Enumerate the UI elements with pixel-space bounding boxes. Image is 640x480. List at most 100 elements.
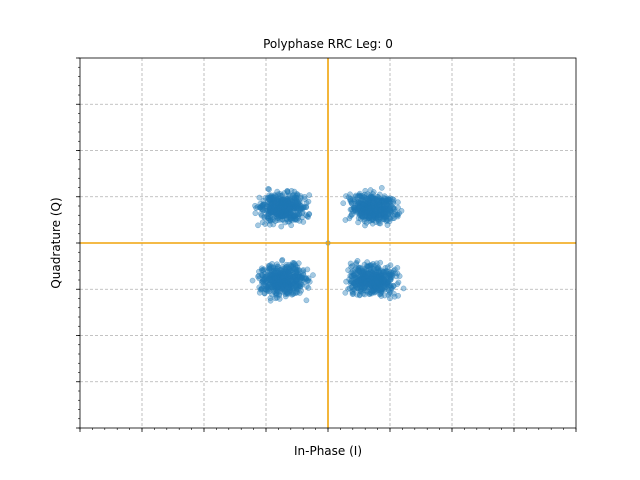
data-point	[387, 286, 394, 293]
data-point	[378, 185, 385, 191]
data-point	[371, 287, 378, 294]
data-point	[306, 211, 312, 218]
data-point	[267, 216, 273, 223]
data-point	[366, 203, 372, 210]
data-point	[354, 258, 361, 264]
data-point	[284, 196, 290, 202]
data-point	[395, 292, 401, 299]
data-point	[266, 264, 272, 270]
data-point	[298, 195, 304, 201]
data-point	[395, 204, 401, 211]
data-point	[272, 272, 279, 279]
data-point	[361, 191, 368, 198]
data-point	[299, 268, 306, 275]
data-point	[297, 277, 304, 283]
data-point	[255, 222, 261, 229]
data-point	[305, 285, 312, 291]
data-point	[375, 218, 382, 225]
data-point	[252, 210, 259, 217]
data-point	[286, 205, 293, 212]
data-point	[262, 221, 268, 227]
data-point	[304, 213, 311, 220]
data-point	[276, 283, 283, 290]
x-axis-label: In-Phase (I)	[294, 444, 362, 458]
data-point	[398, 208, 405, 214]
data-point	[263, 275, 270, 282]
data-point	[383, 218, 390, 225]
data-point	[287, 214, 294, 221]
data-point	[395, 199, 401, 206]
data-point	[381, 283, 388, 290]
data-point	[303, 297, 310, 304]
data-point	[355, 280, 362, 286]
data-point	[274, 206, 281, 213]
data-point	[266, 192, 273, 199]
data-point	[279, 256, 286, 263]
data-point	[361, 278, 368, 285]
data-point	[361, 216, 367, 223]
data-point	[351, 204, 357, 211]
data-point	[347, 196, 353, 203]
data-point	[383, 213, 390, 220]
data-point	[290, 261, 297, 267]
data-point	[354, 193, 361, 200]
data-point	[355, 266, 361, 272]
data-point	[272, 218, 279, 224]
data-point	[306, 278, 313, 285]
data-point	[274, 294, 280, 301]
data-point	[286, 276, 292, 282]
data-point	[278, 223, 285, 230]
data-point	[279, 200, 286, 206]
data-point	[261, 207, 268, 214]
data-point	[284, 188, 291, 195]
data-point	[342, 217, 349, 223]
data-point	[270, 221, 277, 228]
data-point	[358, 210, 365, 216]
data-point	[369, 220, 376, 227]
data-point	[378, 203, 384, 210]
data-point	[370, 211, 377, 218]
data-points	[249, 185, 407, 304]
data-point	[295, 260, 302, 267]
data-point	[375, 275, 381, 282]
data-point	[400, 285, 407, 292]
data-point	[265, 281, 272, 288]
data-point	[298, 205, 305, 212]
data-point	[275, 196, 282, 202]
data-point	[390, 215, 396, 222]
data-point	[268, 208, 275, 214]
data-point	[310, 272, 316, 278]
data-point	[392, 209, 399, 215]
data-point	[348, 211, 355, 217]
data-point	[394, 213, 401, 220]
data-point	[285, 290, 292, 297]
data-point	[294, 198, 301, 205]
data-point	[363, 263, 370, 269]
data-point	[390, 197, 397, 203]
data-point	[348, 273, 355, 280]
data-point	[261, 266, 267, 273]
data-point	[298, 287, 304, 294]
data-point	[395, 279, 402, 286]
data-point	[303, 203, 310, 210]
data-point	[340, 200, 347, 207]
data-point	[254, 204, 261, 210]
data-point	[275, 215, 282, 221]
data-point	[362, 273, 368, 279]
data-point	[351, 286, 358, 293]
data-point	[385, 292, 392, 298]
data-point	[347, 260, 354, 267]
data-point	[343, 193, 349, 199]
data-point	[289, 193, 296, 199]
data-point	[295, 212, 301, 219]
data-point	[385, 273, 391, 279]
data-point	[378, 293, 385, 299]
data-point	[369, 279, 375, 285]
data-point	[294, 267, 301, 274]
data-point	[386, 218, 393, 225]
data-point	[263, 203, 270, 209]
data-point	[289, 286, 296, 293]
data-point	[347, 191, 353, 198]
data-point	[269, 291, 275, 298]
data-point	[393, 273, 400, 280]
